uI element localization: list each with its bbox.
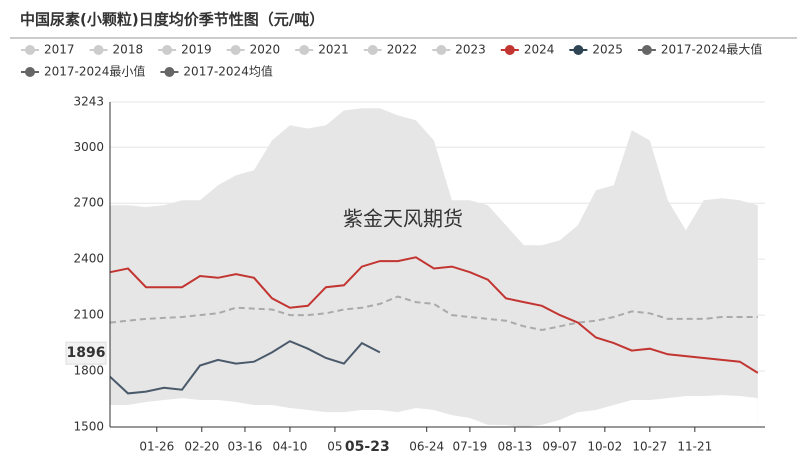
- legend-item[interactable]: 2021: [295, 43, 349, 57]
- y-tick-label: 3243: [73, 95, 104, 109]
- avg-line: [109, 295, 758, 332]
- legend-marker: [504, 45, 515, 55]
- x-tick-label: 08-13: [497, 440, 532, 454]
- legend-item[interactable]: 2019: [158, 43, 212, 57]
- watermark: 紫金天风期货: [343, 207, 463, 231]
- legend-label: 2022: [387, 43, 418, 57]
- legend-item[interactable]: 2020: [226, 43, 281, 57]
- x-tick-label: 05: [327, 440, 342, 454]
- legend-label: 2024: [524, 43, 555, 57]
- legend-marker: [230, 45, 241, 55]
- legend-marker: [641, 45, 652, 55]
- x-tick-label: 07-19: [452, 440, 487, 454]
- series-line: [109, 256, 759, 374]
- legend-label: 2018: [113, 43, 144, 57]
- y-tick-label: 2700: [73, 196, 104, 210]
- legend-marker: [299, 45, 310, 55]
- x-tick-label: 10-02: [587, 440, 622, 454]
- legend-marker: [164, 67, 175, 77]
- legend-label: 2020: [250, 43, 281, 57]
- y-tick-label: 1800: [73, 364, 104, 378]
- legend-item[interactable]: 2017-2024最大值: [637, 42, 762, 57]
- legend-label: 2017: [44, 43, 75, 57]
- legend-item[interactable]: 2017-2024最小值: [21, 64, 145, 79]
- legend-marker: [162, 45, 173, 55]
- legend-label: 2017-2024均值: [183, 64, 272, 79]
- y-tick-label: 2100: [73, 308, 104, 322]
- legend-item[interactable]: 2025: [569, 43, 623, 57]
- legend-item[interactable]: 2023: [432, 43, 486, 57]
- legend-label: 2017-2024最大值: [661, 42, 762, 57]
- legend-label: 2025: [592, 43, 623, 57]
- x-tick-label: 01-26: [139, 440, 174, 454]
- legend-marker: [573, 45, 584, 55]
- x-tick-label: 02-20: [184, 440, 219, 454]
- chart-title: 中国尿素(小颗粒)日度均价季节性图（元/吨）: [20, 11, 324, 29]
- legend-item[interactable]: 2017-2024均值: [160, 64, 273, 79]
- legend-item[interactable]: 2018: [89, 43, 144, 57]
- legend-item[interactable]: 2022: [363, 43, 418, 57]
- crosshair-y-box: [65, 341, 107, 365]
- y-tick-label: 3000: [73, 140, 104, 154]
- crosshair-x-label: 05-23: [345, 439, 390, 455]
- crosshair-x-box: [343, 437, 392, 457]
- legend-marker: [25, 45, 35, 55]
- band-lower: [110, 395, 758, 427]
- x-tick-label: 11-21: [677, 440, 712, 454]
- x-tick-label: 06-24: [409, 440, 444, 454]
- legend-label: 2017-2024最小值: [44, 64, 145, 79]
- legend-marker: [436, 45, 447, 55]
- x-tick-label: 09-07: [542, 440, 577, 454]
- legend-label: 2021: [318, 43, 349, 57]
- legend-marker: [93, 45, 104, 55]
- legend-label: 2019: [181, 43, 212, 57]
- x-tick-label: 04-10: [273, 440, 308, 454]
- legend-marker: [367, 45, 378, 55]
- crosshair-y-label: 1896: [67, 345, 106, 361]
- x-tick-label: 03-16: [228, 440, 263, 454]
- legend-item[interactable]: 2017: [21, 43, 75, 57]
- legend-label: 2023: [455, 43, 486, 57]
- y-tick-label: 2400: [73, 252, 104, 266]
- y-tick-label: 1500: [73, 420, 104, 434]
- x-tick-label: 10-27: [632, 440, 667, 454]
- legend-item[interactable]: 2024: [500, 43, 555, 57]
- series-line: [109, 340, 381, 395]
- legend-marker: [25, 67, 35, 77]
